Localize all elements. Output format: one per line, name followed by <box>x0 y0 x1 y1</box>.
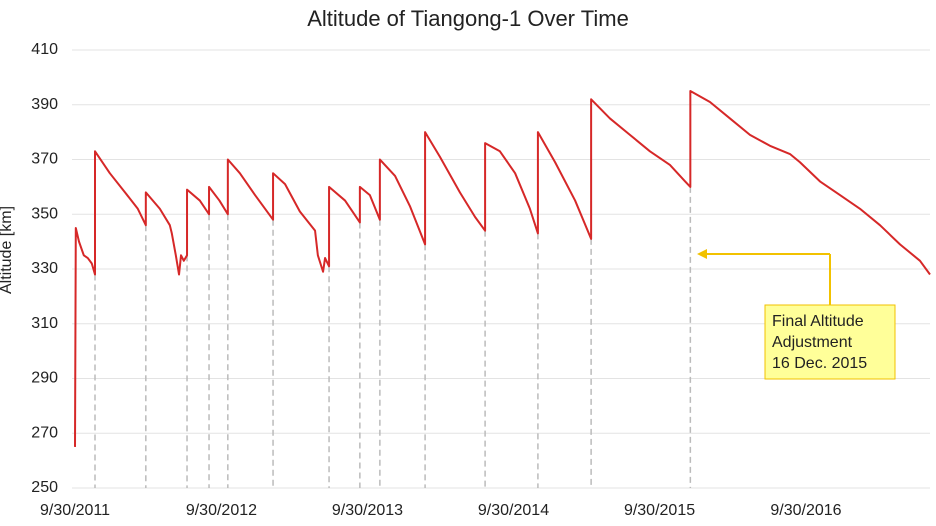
x-tick-label: 9/30/2012 <box>186 502 257 519</box>
y-tick-label: 330 <box>31 260 58 277</box>
annotation-text: Final Altitude <box>772 313 864 330</box>
annotation-box <box>764 304 896 380</box>
y-tick-label: 290 <box>31 370 58 387</box>
chart-title: Altitude of Tiangong-1 Over Time <box>307 6 629 31</box>
y-tick-label: 370 <box>31 151 58 168</box>
x-tick-label: 9/30/2014 <box>478 502 549 519</box>
x-tick-label: 9/30/2015 <box>624 502 695 519</box>
y-tick-label: 250 <box>31 479 58 496</box>
y-tick-label: 270 <box>31 424 58 441</box>
x-tick-label: 9/30/2013 <box>332 502 403 519</box>
y-axis-label: Altitude [km] <box>0 206 15 294</box>
x-tick-label: 9/30/2016 <box>770 502 841 519</box>
line-series <box>74 90 931 447</box>
arrow-head <box>697 249 707 259</box>
annotation-text: Adjustment <box>772 334 853 351</box>
annotation-text: 16 Dec. 2015 <box>772 355 867 372</box>
y-tick-label: 390 <box>31 96 58 113</box>
y-tick-label: 310 <box>31 315 58 332</box>
y-tick-label: 410 <box>31 41 58 58</box>
y-tick-label: 350 <box>31 205 58 222</box>
x-tick-label: 9/30/2011 <box>40 502 110 519</box>
